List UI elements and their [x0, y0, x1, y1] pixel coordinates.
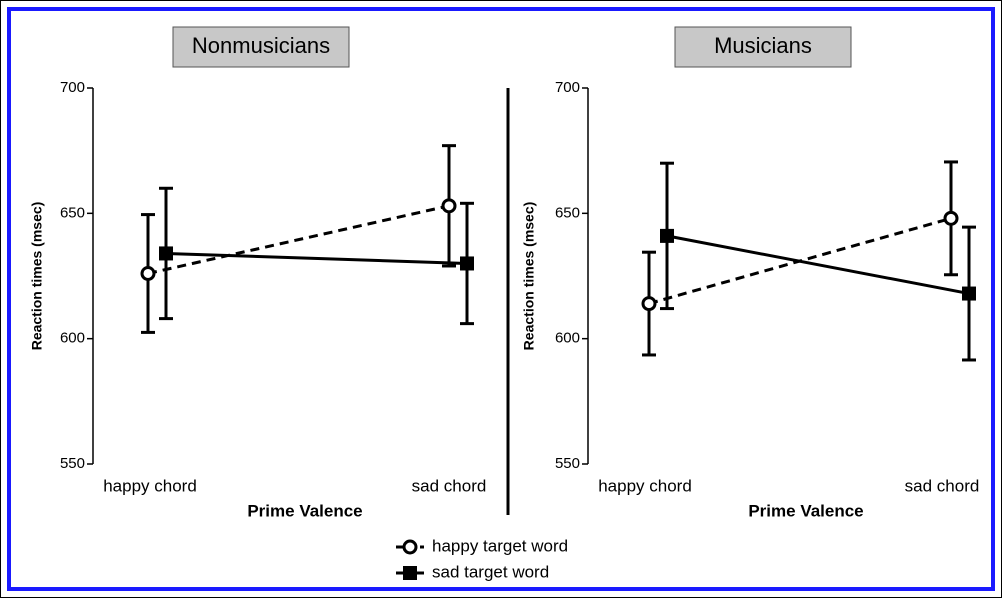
y-tick-label: 700 [555, 79, 580, 96]
x-tick-label: happy chord [103, 476, 197, 495]
y-axis-label: Reaction times (msec) [29, 202, 45, 351]
x-axis-label: Prime Valence [748, 501, 863, 520]
x-tick-label: sad chord [412, 476, 487, 495]
chart-title: Musicians [714, 33, 812, 58]
series-line [147, 204, 450, 275]
y-tick-label: 650 [555, 204, 580, 221]
title-box [674, 26, 852, 68]
legend-label: sad target word [432, 562, 549, 581]
chart-title: Nonmusicians [192, 33, 330, 58]
point [402, 539, 418, 555]
point [660, 228, 674, 243]
x-tick-label: happy chord [598, 476, 692, 495]
y-axis-label: Reaction times (msec) [521, 202, 537, 351]
point [159, 246, 173, 261]
point [460, 256, 474, 271]
y-tick-label: 550 [555, 455, 580, 472]
frame-border [7, 7, 995, 591]
y-tick-label: 600 [60, 330, 85, 347]
x-tick-label: sad chord [905, 476, 980, 495]
legend-label: happy target word [432, 536, 568, 555]
series-line [165, 251, 468, 265]
point [140, 265, 156, 281]
point [441, 198, 457, 214]
point [641, 296, 657, 312]
series-line [666, 234, 970, 296]
x-axis-label: Prime Valence [247, 501, 362, 520]
title-box [172, 26, 350, 68]
y-tick-label: 550 [60, 455, 85, 472]
y-tick-label: 600 [555, 330, 580, 347]
point [943, 210, 959, 226]
y-tick-label: 650 [60, 204, 85, 221]
y-tick-label: 700 [60, 79, 85, 96]
point [962, 286, 976, 301]
point [403, 566, 417, 580]
